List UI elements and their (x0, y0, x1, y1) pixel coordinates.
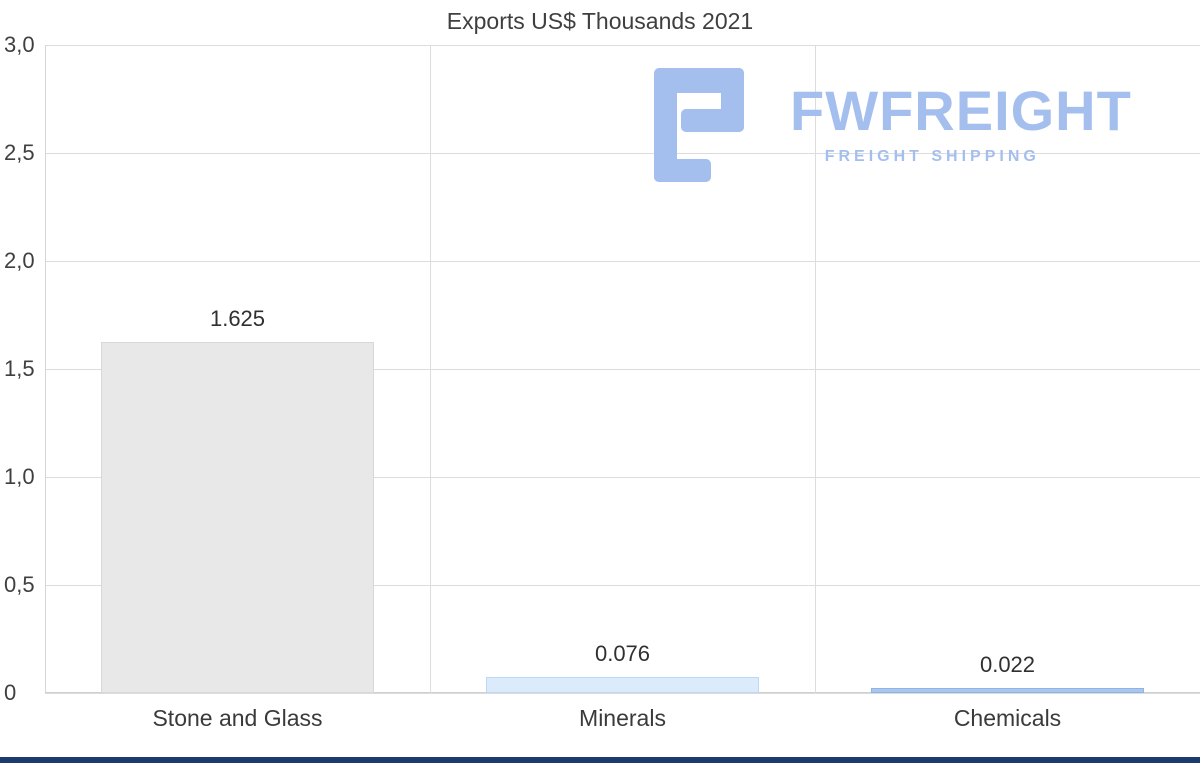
h-gridline (45, 368, 1200, 370)
h-gridline (45, 152, 1200, 154)
logo: FWFREIGHT FREIGHT SHIPPING (648, 66, 1132, 184)
bar-value-label: 1.625 (209, 306, 266, 331)
logo-name: FWFREIGHT (790, 79, 1132, 142)
h-gridline (45, 44, 1200, 46)
logo-text: FWFREIGHT FREIGHT SHIPPING (790, 66, 1132, 166)
y-axis-tick-label: 3,0 (4, 32, 35, 57)
y-axis-tick-label: 2,5 (4, 140, 35, 165)
plot-area: 1.625 Stone and Glass 0.076 Minerals 0.022 Ch… (45, 44, 1200, 731)
bar (101, 342, 374, 693)
x-axis-label: Chemicals (953, 705, 1062, 731)
y-axis-line (45, 45, 46, 693)
h-gridline (45, 260, 1200, 262)
bar-value-label: 0.076 (594, 640, 651, 666)
y-axis-tick-label: 0 (4, 680, 17, 705)
bar-value-label: 0.022 (979, 652, 1036, 678)
v-gridline (429, 45, 431, 693)
h-gridline (45, 692, 1200, 694)
chart-title: Exports US$ Thousands 2021 (446, 8, 754, 34)
y-axis-tick-label: 1,0 (4, 464, 35, 489)
h-gridline (45, 584, 1200, 586)
y-axis-tick-label: 0,5 (4, 572, 35, 597)
x-axis-label: Minerals (579, 705, 666, 731)
v-gridline (814, 45, 816, 693)
y-axis-tick-label: 1,5 (4, 356, 35, 381)
h-gridline (45, 476, 1200, 478)
footer-accent-bar (0, 757, 1200, 763)
bar (486, 676, 759, 693)
logo-tagline: FREIGHT SHIPPING (824, 148, 1040, 165)
bar (871, 688, 1144, 693)
y-axis-tick-label: 2,0 (4, 248, 35, 273)
fwfreight-logo-icon (654, 68, 744, 182)
x-axis-label: Stone and Glass (152, 705, 323, 731)
